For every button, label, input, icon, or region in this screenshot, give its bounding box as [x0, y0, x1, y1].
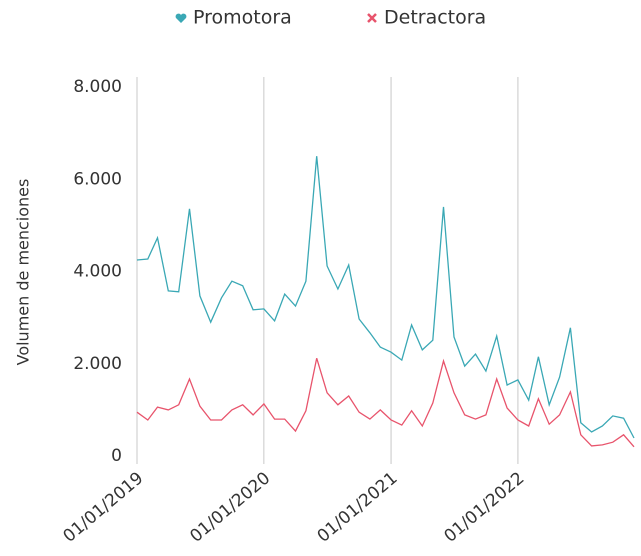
y-tick-label: 8.000	[73, 77, 122, 97]
x-tick-label: 01/01/2020	[186, 468, 274, 546]
legend-marker	[367, 13, 377, 23]
series-line	[136, 156, 635, 439]
legend-label: Detractora	[384, 7, 486, 29]
y-tick-label: 6.000	[73, 169, 122, 189]
series-line	[136, 358, 635, 448]
legend-label: Promotora	[193, 7, 292, 29]
x-tick-label: 01/01/2022	[440, 468, 528, 546]
y-tick-label: 2.000	[73, 354, 122, 374]
y-axis-label: Volumen de menciones	[14, 179, 33, 366]
legend-marker	[175, 13, 187, 23]
y-tick-label: 4.000	[73, 262, 122, 282]
x-tick-label: 01/01/2021	[314, 468, 402, 546]
y-tick-label: 0	[111, 446, 122, 466]
x-tick-label: 01/01/2019	[60, 468, 148, 546]
